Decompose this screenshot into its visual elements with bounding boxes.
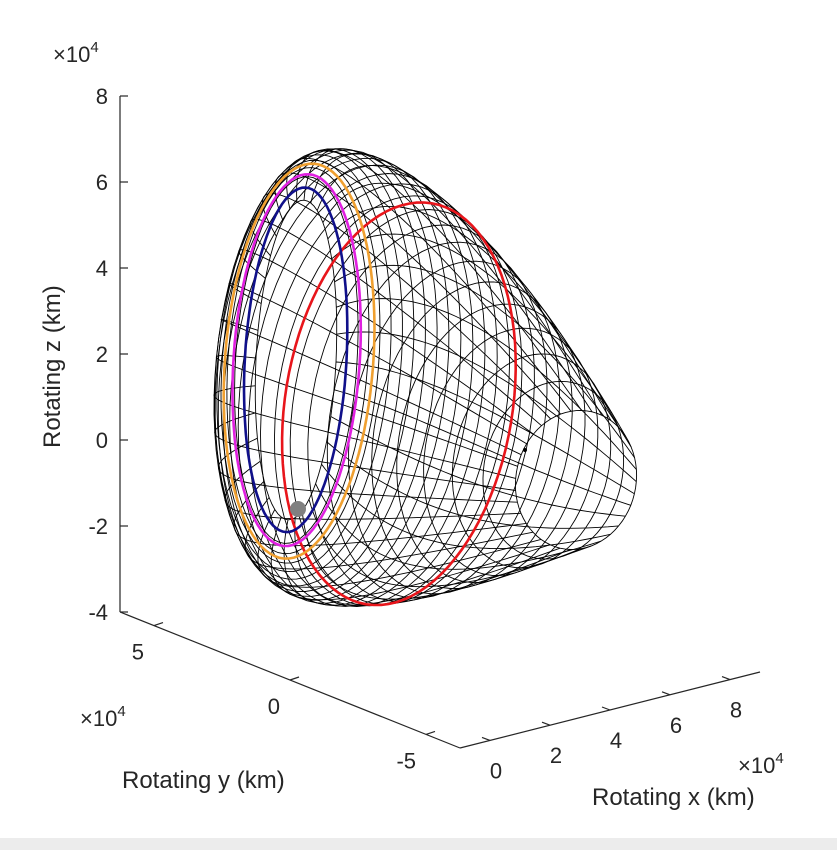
y-tick-label: 0 [268, 694, 280, 719]
surface-ring [348, 260, 561, 595]
surface-ring [254, 199, 338, 521]
y-tick-mark [289, 676, 300, 681]
y-tick-label: -5 [396, 748, 416, 773]
highlighted-orbits [222, 162, 518, 607]
surface-meridian [286, 157, 572, 412]
z-tick-label: -4 [88, 600, 108, 625]
surface-ring [243, 187, 348, 533]
z-tick-label: -2 [88, 514, 108, 539]
surface-meridian [315, 483, 602, 570]
x-tick-label: 8 [730, 698, 742, 723]
surface-ring [423, 327, 599, 576]
axis-ticks: 8 6 4 2 0 -2 -4 5 0 -5 0 2 4 6 8 [88, 84, 742, 783]
z-tick-label: 0 [96, 428, 108, 453]
y-axis-multiplier: ×104 [80, 703, 126, 731]
orbit-family-mesh [213, 148, 638, 607]
y-tick-mark [425, 730, 436, 735]
surface-meridian [327, 205, 627, 437]
surface-meridian [335, 361, 635, 495]
surface-meridian [238, 249, 534, 435]
surface-meridian [270, 516, 551, 601]
surface-meridian [249, 218, 542, 427]
y-tick-mark [153, 622, 164, 627]
surface-meridian [321, 463, 611, 550]
surface-meridian [334, 264, 635, 459]
z-tick-label: 8 [96, 84, 108, 109]
surface-meridian [296, 149, 582, 411]
surface-meridian [336, 298, 637, 470]
surface-meridian [303, 148, 593, 413]
surface-meridian [217, 437, 518, 503]
surface-meridian [233, 480, 527, 547]
z-axis-multiplier: ×104 [53, 39, 99, 67]
x-axis-multiplier: ×104 [738, 750, 784, 778]
primary-body [290, 501, 306, 517]
x-tick-label: 2 [550, 743, 562, 768]
highlighted-orbit-2 [231, 172, 363, 548]
surface-ring [451, 353, 612, 569]
axes: 8 6 4 2 0 -2 -4 5 0 -5 0 2 4 6 8 [88, 84, 761, 783]
surface-meridian [228, 283, 527, 445]
surface-meridian [274, 172, 561, 415]
surface-meridian [316, 165, 612, 421]
y-axis-label: Rotating y (km) [122, 767, 285, 794]
x-tick-label: 4 [610, 728, 622, 753]
surface-meridian [214, 412, 516, 491]
highlighted-orbit-3 [242, 186, 349, 534]
surface-meridian [326, 441, 619, 529]
x-tick-label: 0 [490, 758, 502, 783]
x-tick-mark [481, 736, 491, 741]
z-axis-label: Rotating z (km) [39, 285, 66, 448]
surface-meridian [244, 497, 534, 570]
z-tick-label: 4 [96, 256, 108, 281]
surface-meridian [310, 153, 603, 416]
plot-markers [290, 448, 527, 517]
surface-meridian [336, 331, 637, 482]
y-tick-label: 5 [132, 640, 144, 665]
small-point [523, 448, 527, 452]
surface-meridian [220, 319, 522, 456]
x-tick-mark [541, 721, 551, 726]
surface-meridian [262, 193, 552, 420]
surface-meridian [301, 510, 582, 600]
surface-meridian [257, 509, 542, 588]
surface-ring [482, 380, 625, 560]
x-tick-mark [601, 706, 611, 711]
surface-meridian [283, 519, 561, 607]
z-tick-label: 2 [96, 342, 108, 367]
surface-meridian [331, 233, 632, 447]
bottom-strip [0, 838, 837, 850]
x-tick-mark [661, 691, 671, 696]
x-tick-mark [721, 676, 731, 681]
surface-meridian [333, 389, 631, 506]
z-tick-label: 6 [96, 170, 108, 195]
surface-meridian [294, 517, 571, 607]
surface-meridian [215, 355, 518, 467]
x-axis-label: Rotating x (km) [592, 784, 755, 811]
surface-meridian [330, 416, 626, 517]
highlighted-orbit-1 [222, 162, 376, 560]
highlighted-orbit-0 [280, 201, 518, 607]
x-tick-label: 6 [670, 713, 682, 738]
